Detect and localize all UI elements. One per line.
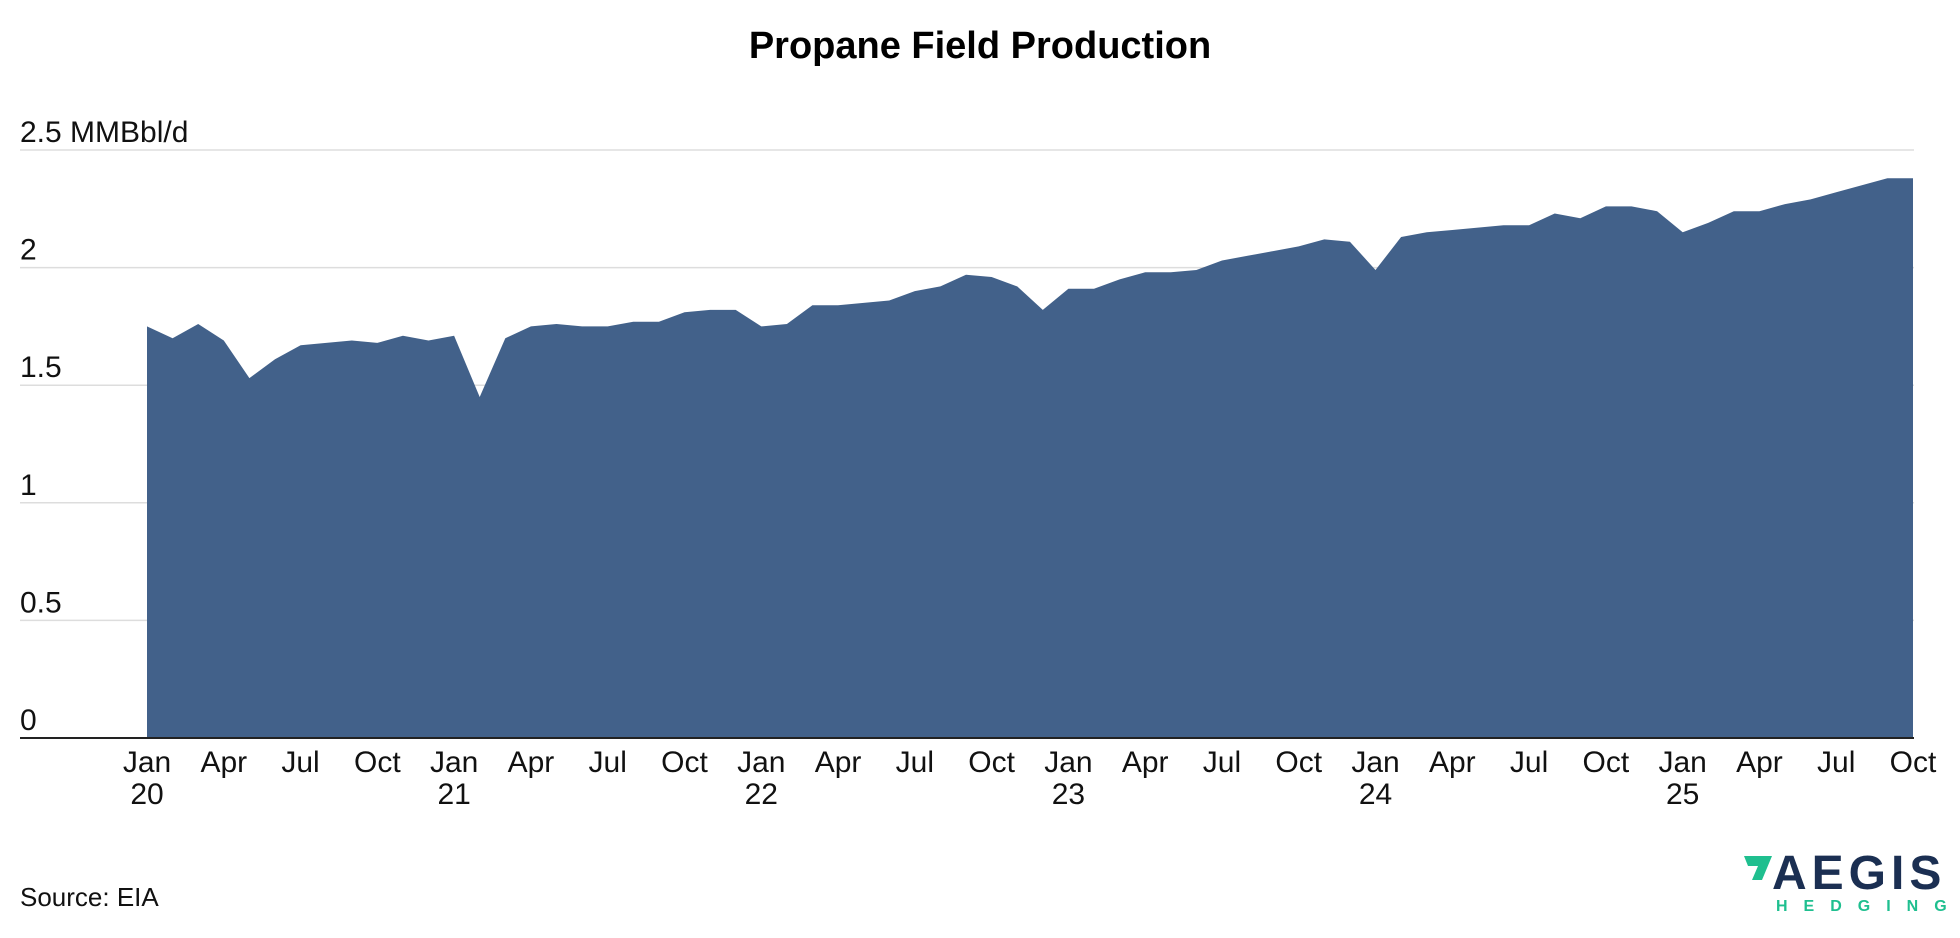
x-tick-year-label: 24 — [1359, 778, 1392, 811]
y-tick-label: 1.5 — [20, 351, 62, 384]
y-axis-labels: 0 0.5 1 1.5 2 2.5 MMBbl/d — [20, 116, 188, 737]
x-tick-year-label: 22 — [745, 778, 778, 811]
y-tick-label: 2.5 MMBbl/d — [20, 116, 188, 149]
x-tick-label: Apr — [1429, 746, 1476, 779]
x-tick-label: Jul — [1510, 746, 1548, 779]
x-tick-label: Jul — [589, 746, 627, 779]
y-tick-label: 1 — [20, 469, 37, 502]
x-tick-label: Jul — [281, 746, 319, 779]
source-note: Source: EIA — [20, 882, 159, 912]
x-tick-label: Oct — [1275, 746, 1322, 779]
x-tick-label: Apr — [1122, 746, 1169, 779]
x-tick-label: Apr — [1736, 746, 1783, 779]
x-tick-year-label: 25 — [1666, 778, 1699, 811]
x-tick-label: Jan — [1351, 746, 1399, 779]
x-tick-label: Jan — [1658, 746, 1706, 779]
y-tick-label: 0 — [20, 704, 37, 737]
x-tick-year-label: 21 — [437, 778, 470, 811]
area-series — [147, 178, 1913, 738]
logo-sub-text: HEDGING — [1776, 898, 1960, 915]
x-tick-label: Jul — [1817, 746, 1855, 779]
x-tick-label: Jan — [123, 746, 171, 779]
logo-main-text: AEGIS — [1772, 847, 1947, 900]
x-tick-label: Jul — [896, 746, 934, 779]
x-tick-label: Oct — [1583, 746, 1630, 779]
x-tick-label: Oct — [661, 746, 708, 779]
logo-mark-icon — [1744, 856, 1772, 880]
x-tick-label: Jan — [1044, 746, 1092, 779]
aegis-hedging-logo: AEGIS HEDGING — [1742, 847, 1947, 922]
x-tick-label: Apr — [508, 746, 555, 779]
x-tick-year-label: 23 — [1052, 778, 1085, 811]
y-tick-label: 0.5 — [20, 586, 62, 619]
x-tick-label: Jan — [737, 746, 785, 779]
y-tick-label: 2 — [20, 234, 37, 267]
x-tick-label: Oct — [968, 746, 1015, 779]
x-tick-label: Jul — [1203, 746, 1241, 779]
x-tick-label: Jan — [430, 746, 478, 779]
x-tick-year-label: 20 — [130, 778, 163, 811]
x-tick-label: Oct — [1890, 746, 1937, 779]
x-tick-label: Apr — [200, 746, 247, 779]
x-tick-label: Oct — [354, 746, 401, 779]
chart-title: Propane Field Production — [749, 25, 1211, 67]
area-fill-0 — [147, 178, 1913, 738]
x-tick-label: Apr — [815, 746, 862, 779]
